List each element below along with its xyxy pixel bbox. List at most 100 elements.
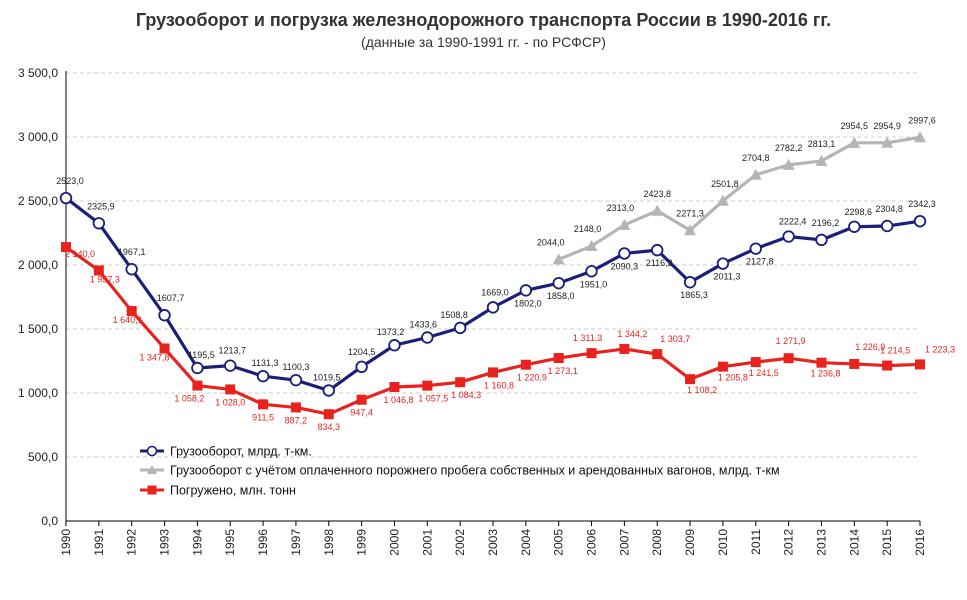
data-label: 1 236,8 <box>810 369 840 379</box>
data-point <box>585 265 598 278</box>
data-label: 834,3 <box>318 422 341 432</box>
data-point <box>716 257 730 270</box>
data-point <box>652 349 663 360</box>
data-point <box>421 331 434 344</box>
data-label: 1607,7 <box>157 293 185 303</box>
data-point <box>783 353 794 364</box>
data-point <box>553 353 564 364</box>
data-label: 2954,9 <box>873 121 901 131</box>
y-tick-label: 0,0 <box>41 514 58 528</box>
data-point <box>126 306 137 317</box>
data-point <box>519 284 533 297</box>
data-label: 1 344,2 <box>617 329 647 339</box>
data-label: 2222,4 <box>779 217 807 227</box>
x-tick-label: 1992 <box>125 529 139 556</box>
data-point <box>782 230 795 243</box>
data-label: 2954,5 <box>841 121 869 131</box>
data-point <box>355 360 368 374</box>
x-tick-label: 1997 <box>289 529 303 556</box>
data-label: 1 226,9 <box>855 342 885 352</box>
x-tick-label: 2001 <box>420 529 434 556</box>
data-label: 1 214,5 <box>880 346 910 356</box>
data-label: 887,2 <box>285 415 308 425</box>
data-point <box>322 384 335 397</box>
x-tick-label: 2007 <box>617 529 631 556</box>
data-point <box>453 321 467 335</box>
data-point <box>749 242 762 255</box>
data-point <box>619 343 630 354</box>
x-tick-label: 2009 <box>683 529 697 556</box>
legend-marker <box>146 445 158 457</box>
data-point <box>815 233 828 247</box>
data-label: 2304,8 <box>875 204 903 214</box>
data-label: 2298,6 <box>845 207 873 217</box>
data-label: 2997,6 <box>908 115 936 125</box>
x-tick-label: 2002 <box>453 529 467 556</box>
data-point <box>158 309 171 322</box>
data-point <box>389 382 400 393</box>
y-tick-label: 2 000,0 <box>18 258 58 272</box>
y-tick-label: 3 000,0 <box>18 130 58 144</box>
data-label: 1131,3 <box>252 358 279 368</box>
data-label: 2782,2 <box>775 143 803 153</box>
chart-subtitle: (данные за 1990-1991 гг. - по РСФСР) <box>361 34 606 50</box>
x-tick-label: 2015 <box>880 529 894 556</box>
data-point <box>749 168 762 180</box>
x-tick-label: 2008 <box>650 529 664 556</box>
data-label: 1204,5 <box>348 347 376 357</box>
data-point <box>848 136 861 148</box>
data-point <box>289 373 303 387</box>
data-point <box>716 194 729 206</box>
data-point <box>618 247 631 260</box>
data-label: 1 108,2 <box>687 385 717 395</box>
data-label: 1 311,3 <box>573 333 602 343</box>
data-point <box>455 377 466 388</box>
data-label: 2523,0 <box>56 176 84 186</box>
x-tick-label: 1994 <box>190 529 204 556</box>
data-label: 2501,8 <box>711 179 739 189</box>
data-point <box>125 263 138 276</box>
data-point <box>225 384 236 395</box>
data-label: 2116,2 <box>646 258 673 268</box>
data-point <box>848 220 861 233</box>
data-point <box>882 360 893 371</box>
data-point <box>586 348 597 359</box>
data-label: 2313,0 <box>607 203 635 213</box>
data-label: 1 347,8 <box>140 352 170 362</box>
data-label: 2342,3 <box>908 199 936 209</box>
y-tick-label: 500,0 <box>28 450 58 464</box>
data-label: 2 140,0 <box>65 249 95 259</box>
data-point <box>750 357 761 368</box>
x-tick-label: 1995 <box>223 529 237 556</box>
data-label: 911,5 <box>252 412 274 422</box>
x-tick-label: 2003 <box>486 529 500 556</box>
legend-entry: Грузооборот с учётом оплаченного порожне… <box>170 464 780 478</box>
data-label: 1 058,2 <box>174 394 204 404</box>
data-label: 1 160,8 <box>484 380 514 390</box>
data-label: 1213,7 <box>218 346 246 356</box>
data-point <box>914 131 926 143</box>
y-tick-label: 3 500,0 <box>18 66 58 80</box>
data-label: 1 957,3 <box>90 274 120 284</box>
x-tick-label: 2013 <box>814 529 828 556</box>
data-point <box>192 380 203 391</box>
y-tick-label: 1 000,0 <box>18 386 58 400</box>
x-tick-label: 1999 <box>355 529 369 556</box>
data-label: 2196,2 <box>812 218 840 228</box>
data-point <box>717 361 728 372</box>
data-point <box>224 359 237 372</box>
data-point <box>92 217 106 230</box>
data-point <box>159 343 170 354</box>
x-tick-label: 2005 <box>552 529 566 556</box>
chart-title: Грузооборот и погрузка железнодорожного … <box>135 10 832 30</box>
x-tick-label: 2000 <box>387 529 401 556</box>
data-point <box>93 265 104 276</box>
data-label: 1 205,8 <box>718 373 748 383</box>
x-tick-label: 2006 <box>585 529 599 556</box>
data-label: 2011,3 <box>713 272 740 282</box>
data-point <box>388 339 401 352</box>
x-tick-label: 2010 <box>716 529 730 556</box>
x-tick-label: 1990 <box>59 529 73 556</box>
data-point <box>552 253 565 265</box>
